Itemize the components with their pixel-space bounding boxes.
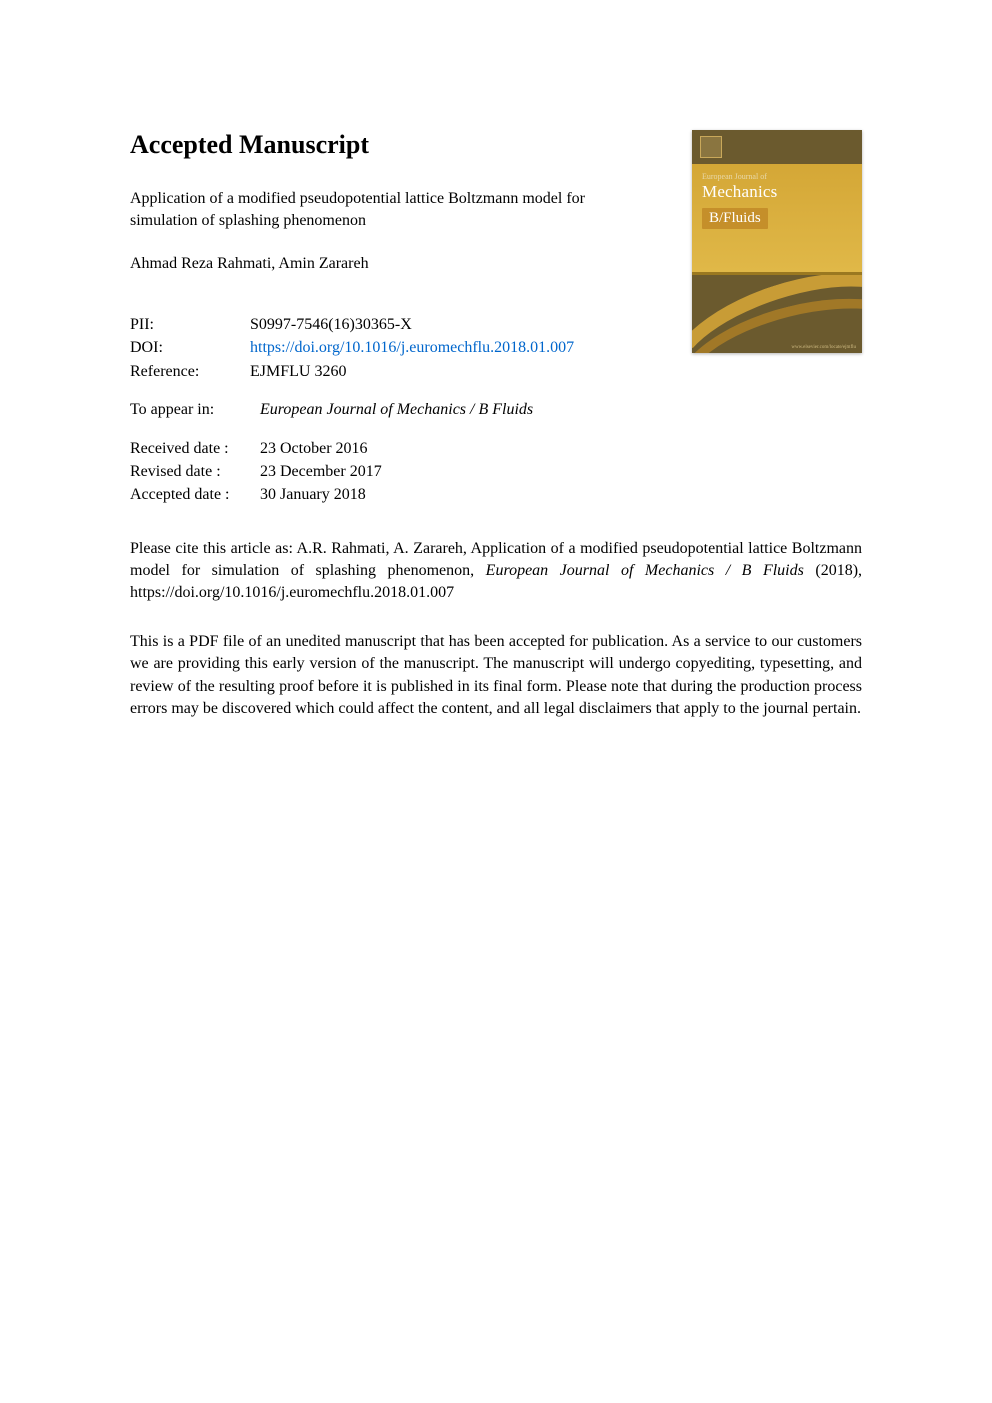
citation-text: Please cite this article as: A.R. Rahmat… — [130, 538, 862, 603]
to-appear-row: To appear in: European Journal of Mechan… — [130, 401, 862, 419]
reference-value: EJMFLU 3260 — [250, 360, 346, 383]
received-value: 23 October 2016 — [260, 437, 368, 460]
pii-label: PII: — [130, 313, 250, 336]
reference-row: Reference: EJMFLU 3260 — [130, 360, 862, 383]
to-appear-value: European Journal of Mechanics / B Fluids — [260, 401, 533, 419]
accepted-label: Accepted date : — [130, 483, 260, 506]
received-row: Received date : 23 October 2016 — [130, 437, 862, 460]
revised-label: Revised date : — [130, 460, 260, 483]
doi-link[interactable]: https://doi.org/10.1016/j.euromechflu.20… — [250, 336, 574, 359]
journal-cover-thumbnail: European Journal of Mechanics B/Fluids w… — [692, 130, 862, 353]
revised-row: Revised date : 23 December 2017 — [130, 460, 862, 483]
page-container: Accepted Manuscript Application of a mod… — [0, 0, 992, 721]
reference-label: Reference: — [130, 360, 250, 383]
article-title: Application of a modified pseudopotentia… — [130, 188, 620, 231]
received-label: Received date : — [130, 437, 260, 460]
disclaimer-text: This is a PDF file of an unedited manusc… — [130, 631, 862, 721]
citation-journal: European Journal of Mechanics / B Fluids — [486, 562, 804, 579]
cover-line1: European Journal of — [702, 172, 852, 181]
cover-title-area: European Journal of Mechanics B/Fluids — [692, 164, 862, 272]
cover-top-bar — [692, 130, 862, 164]
revised-value: 23 December 2017 — [260, 460, 382, 483]
dates-table: Received date : 23 October 2016 Revised … — [130, 437, 862, 507]
cover-line3: B/Fluids — [702, 208, 768, 229]
accepted-value: 30 January 2018 — [260, 483, 366, 506]
doi-label: DOI: — [130, 336, 250, 359]
cover-footer-url: www.elsevier.com/locate/ejmflu — [791, 345, 856, 350]
to-appear-label: To appear in: — [130, 401, 260, 419]
cover-graphic-area: www.elsevier.com/locate/ejmflu — [692, 275, 862, 353]
pii-value: S0997-7546(16)30365-X — [250, 313, 412, 336]
accepted-row: Accepted date : 30 January 2018 — [130, 483, 862, 506]
cover-line2: Mechanics — [702, 182, 852, 202]
publisher-logo-icon — [700, 136, 722, 158]
